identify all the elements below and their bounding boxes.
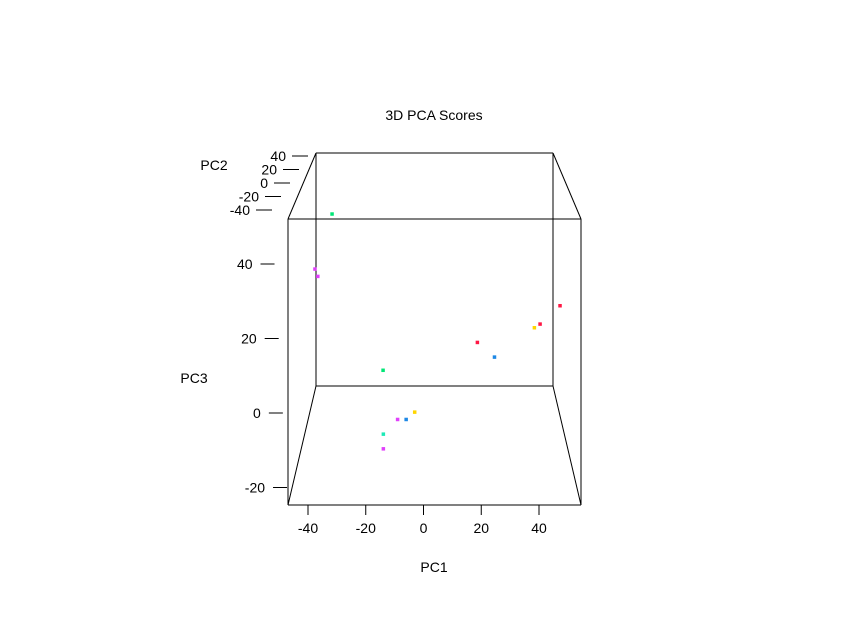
z-tick-label: 0 xyxy=(253,405,261,421)
box-left-bottom-depth xyxy=(287,385,317,506)
data-point xyxy=(381,432,386,436)
z-axis-label: PC3 xyxy=(180,370,207,386)
data-point xyxy=(316,274,320,279)
data-point xyxy=(395,417,400,422)
plot-box xyxy=(287,152,582,506)
z-tick-label: 20 xyxy=(241,331,257,347)
data-points xyxy=(313,212,562,451)
data-point xyxy=(475,340,480,345)
y-tick-label: -20 xyxy=(239,189,259,205)
data-point xyxy=(381,447,386,451)
x-tick-label: 20 xyxy=(473,520,489,536)
data-point xyxy=(558,303,562,308)
x-tick-label: -40 xyxy=(298,520,318,536)
y-tick-label: 0 xyxy=(260,175,268,191)
data-point xyxy=(532,326,537,330)
data-point xyxy=(404,417,408,422)
chart-title: 3D PCA Scores xyxy=(385,107,482,123)
data-point xyxy=(313,267,317,271)
y-tick-label: 40 xyxy=(270,148,286,164)
x-tick-label: -20 xyxy=(356,520,376,536)
z-tick-label: 40 xyxy=(237,256,253,272)
x-tick-label: 0 xyxy=(420,520,428,536)
y-tick-label: -40 xyxy=(230,202,250,218)
data-point xyxy=(330,212,334,216)
x-axis-label: PC1 xyxy=(420,559,447,575)
box-right-top-depth xyxy=(552,152,582,220)
x-tick-label: 40 xyxy=(531,520,547,536)
data-point xyxy=(538,322,542,326)
y-tick-label: 20 xyxy=(261,162,277,178)
z-tick-label: -20 xyxy=(245,480,265,496)
data-point xyxy=(412,410,417,414)
box-left-top-depth xyxy=(287,152,317,220)
data-point xyxy=(492,355,497,359)
y-axis-label: PC2 xyxy=(200,157,227,173)
data-point xyxy=(381,368,385,373)
box-right-bottom-depth xyxy=(552,385,582,506)
